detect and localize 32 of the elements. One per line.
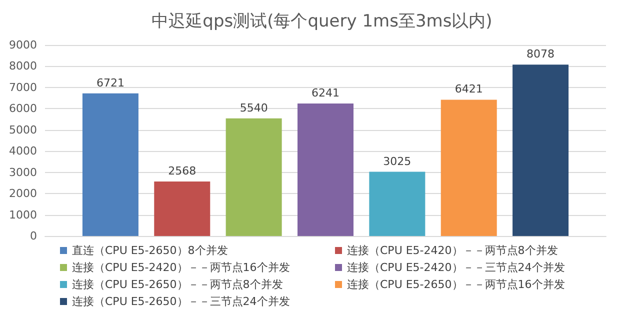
legend-label: 连接（CPU E5-2650）－－两节点8个并发 [72,278,283,291]
data-label: 2568 [168,164,196,178]
data-label: 6241 [312,86,340,100]
y-tick-label: 1000 [9,208,37,222]
chart-title: 中迟延qps测试(每个query 1ms至3ms以内) [152,12,492,32]
data-label: 5540 [240,101,268,114]
y-tick-label: 9000 [9,38,37,52]
y-tick-label: 4000 [9,144,37,158]
bar [298,104,354,236]
data-label: 3025 [383,154,412,168]
bar [82,93,138,236]
data-label: 8078 [526,48,555,61]
legend-label: 连接（CPU E5-2650）－－两节点16个并发 [347,278,565,291]
y-tick-label: 7000 [9,80,37,94]
legend-label: 直连（CPU E5-2650）8个并发 [72,244,228,257]
legend-label: 连接（CPU E5-2420）－－三节点24个并发 [347,261,565,274]
y-tick-label: 3000 [9,166,37,179]
bar [154,182,210,236]
bar [440,100,497,236]
legend-label: 连接（CPU E5-2420）－－两节点8个并发 [347,244,558,257]
legend-label: 连接（CPU E5-2420）－－两节点16个并发 [72,261,290,274]
bar [512,64,569,236]
data-label: 6721 [96,76,124,90]
y-tick-label: 0 [30,230,37,242]
bar [369,172,426,236]
y-tick-label: 5000 [9,123,37,136]
y-tick-label: 8000 [9,60,37,73]
y-tick-label: 2000 [9,187,37,200]
legend-label: 连接（CPU E5-2650）－－三节点24个并发 [72,295,290,308]
data-label: 6421 [454,82,483,96]
y-tick-label: 6000 [9,102,37,116]
bar [226,118,282,236]
